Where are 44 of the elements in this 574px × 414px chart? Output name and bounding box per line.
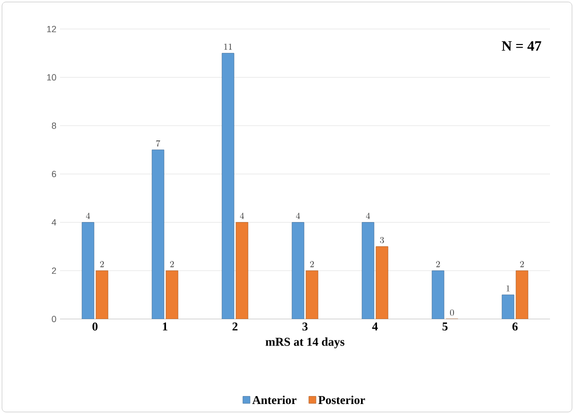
data-label: 2: [520, 261, 524, 268]
y-tick-label: 2: [52, 268, 56, 274]
bar: [166, 270, 178, 319]
bar: [292, 222, 304, 319]
bar: [516, 270, 528, 319]
bar: [152, 150, 164, 319]
bar: [432, 270, 444, 319]
x-tick-label: 1: [162, 322, 168, 330]
annotation: N = 47: [502, 41, 542, 51]
y-tick-label: 0: [52, 316, 56, 322]
y-tick-label: 4: [52, 219, 56, 226]
y-tick-label: 10: [47, 74, 56, 81]
x-tick-label: 2: [232, 322, 238, 330]
legend-label: Posterior: [318, 396, 366, 404]
x-tick-label: 4: [372, 322, 378, 330]
y-tick-label: 8: [52, 122, 56, 129]
data-label: 2: [310, 261, 314, 268]
bar: [306, 270, 318, 319]
bar: [362, 222, 374, 319]
data-label: 7: [156, 140, 160, 147]
x-tick-label: 6: [512, 322, 518, 331]
data-label: 4: [86, 212, 90, 219]
data-label: 4: [240, 212, 244, 219]
data-label: 1: [506, 285, 510, 292]
x-tick-label: 0: [92, 322, 98, 331]
y-tick-label: 12: [47, 26, 56, 32]
data-label: 4: [366, 212, 370, 219]
x-axis-title: mRS at 14 days: [266, 337, 344, 348]
bar: [236, 222, 248, 319]
data-label: 2: [436, 261, 440, 268]
data-label: 11: [224, 44, 232, 50]
data-label: 2: [170, 261, 174, 268]
data-label: 4: [296, 212, 300, 219]
data-label: 3: [380, 237, 384, 244]
bar: [222, 52, 234, 319]
bar: [376, 246, 388, 319]
x-tick-label: 5: [442, 322, 448, 330]
bar: [96, 270, 108, 319]
bar: [82, 222, 94, 319]
x-tick-label: 3: [302, 322, 308, 331]
y-tick-label: 6: [52, 170, 56, 178]
legend-label: Anterior: [252, 396, 296, 404]
data-label: 2: [100, 261, 104, 268]
data-label: 0: [450, 310, 454, 316]
